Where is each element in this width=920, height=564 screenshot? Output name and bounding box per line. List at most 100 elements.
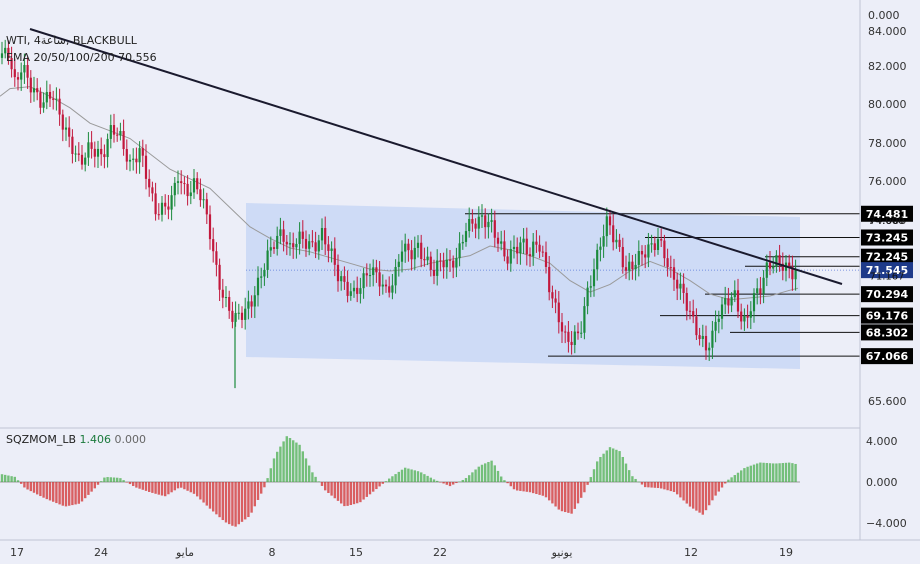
momentum-bar: [490, 460, 493, 482]
momentum-bar: [618, 451, 621, 482]
time-axis[interactable]: 17 24 مايو 8 15 22 يونيو 12 19: [10, 546, 793, 559]
momentum-bar: [599, 456, 602, 482]
momentum-bar: [423, 474, 426, 482]
momentum-bar: [458, 481, 461, 483]
candle-body: [493, 220, 496, 238]
candle-body: [791, 267, 794, 280]
price-axis[interactable]: 0.000 84.000 82.000 80.000 78.000 76.000 74.00…: [868, 9, 907, 408]
momentum-bar: [592, 469, 596, 482]
candle-body: [714, 321, 717, 331]
momentum-bar: [29, 482, 32, 492]
momentum-bar: [311, 472, 314, 482]
momentum-bar: [685, 482, 688, 504]
candle-body: [301, 231, 304, 239]
momentum-bar: [26, 482, 29, 490]
momentum-bar: [68, 482, 71, 506]
level-badge: [861, 324, 913, 341]
price-channel[interactable]: [246, 203, 800, 369]
candle-body: [541, 251, 544, 253]
candle-body: [669, 267, 672, 269]
price-pane[interactable]: [0, 28, 860, 389]
momentum-bar: [544, 482, 548, 498]
momentum-bar: [160, 482, 164, 496]
momentum-bar: [439, 482, 442, 483]
momentum-bar: [429, 477, 432, 482]
momentum-bar: [221, 482, 224, 521]
candle-body: [503, 241, 506, 257]
momentum-bar: [173, 482, 176, 491]
candle-body: [548, 266, 551, 293]
candle-body: [320, 228, 324, 241]
momentum-bar: [10, 476, 13, 482]
candle-body: [490, 220, 493, 222]
candle-body: [4, 47, 7, 54]
candle-body: [186, 183, 189, 197]
candle-body: [768, 262, 772, 269]
momentum-bar: [0, 474, 4, 482]
candle-body: [48, 91, 52, 99]
momentum-bar: [432, 479, 436, 482]
momentum-bar: [77, 482, 80, 504]
candle-body: [647, 244, 650, 258]
candle-body: [7, 47, 10, 59]
momentum-bar: [621, 456, 624, 482]
ema-legend[interactable]: EMA 20/50/100/200 70.556: [6, 51, 157, 64]
descending-trendline[interactable]: [29, 28, 843, 285]
candle-body: [170, 195, 173, 210]
indicator-axis[interactable]: 4.000 0.000 −4.000: [866, 435, 907, 530]
momentum-bar: [55, 482, 58, 504]
symbol-legend[interactable]: WTI, 4ساعة, BLACKBULL: [6, 34, 137, 47]
candle-body: [736, 290, 740, 312]
candle-body: [250, 301, 253, 307]
momentum-bar: [36, 482, 39, 495]
momentum-bar: [506, 482, 509, 484]
momentum-bar: [676, 482, 679, 495]
momentum-bar: [567, 482, 570, 513]
momentum-bar: [708, 482, 711, 506]
candle-body: [580, 332, 583, 334]
momentum-bar: [266, 478, 269, 482]
momentum-bar: [314, 476, 317, 482]
momentum-bar: [189, 482, 192, 493]
momentum-bar: [20, 482, 23, 484]
indicator-pane[interactable]: [0, 436, 800, 527]
candle-body: [749, 311, 752, 318]
candle-body: [135, 158, 138, 163]
momentum-bar: [682, 482, 685, 501]
momentum-bar: [522, 482, 525, 492]
momentum-bar: [90, 482, 93, 492]
momentum-bar: [535, 482, 538, 494]
momentum-bar: [42, 482, 45, 498]
indicator-legend[interactable]: SQZMOM_LB 1.406 0.000: [6, 433, 146, 446]
momentum-bar: [551, 482, 554, 504]
candle-body: [570, 341, 573, 346]
candle-body: [506, 256, 509, 264]
candle-body: [394, 266, 397, 286]
momentum-bar: [743, 468, 746, 482]
momentum-bar: [759, 462, 762, 482]
momentum-bar: [128, 482, 132, 485]
momentum-bar: [256, 482, 260, 500]
momentum-bar: [560, 482, 564, 512]
momentum-bar: [512, 482, 516, 490]
candle-body: [208, 214, 212, 240]
candle-body: [644, 254, 647, 258]
candle-body: [519, 242, 522, 254]
momentum-bar: [388, 478, 391, 482]
momentum-bar: [391, 476, 394, 482]
candle-body: [567, 331, 570, 342]
candle-body: [423, 259, 426, 261]
momentum-bar: [666, 482, 669, 491]
momentum-bar: [509, 482, 512, 487]
momentum-bar: [768, 463, 772, 482]
candle-body: [560, 322, 564, 332]
candle-body: [333, 248, 336, 265]
momentum-bar: [752, 464, 756, 482]
momentum-bar: [484, 463, 487, 482]
candle-body: [663, 240, 666, 259]
momentum-bar: [650, 482, 653, 488]
level-badge: [861, 307, 913, 324]
momentum-bar: [656, 482, 660, 489]
candle-body: [730, 297, 733, 306]
